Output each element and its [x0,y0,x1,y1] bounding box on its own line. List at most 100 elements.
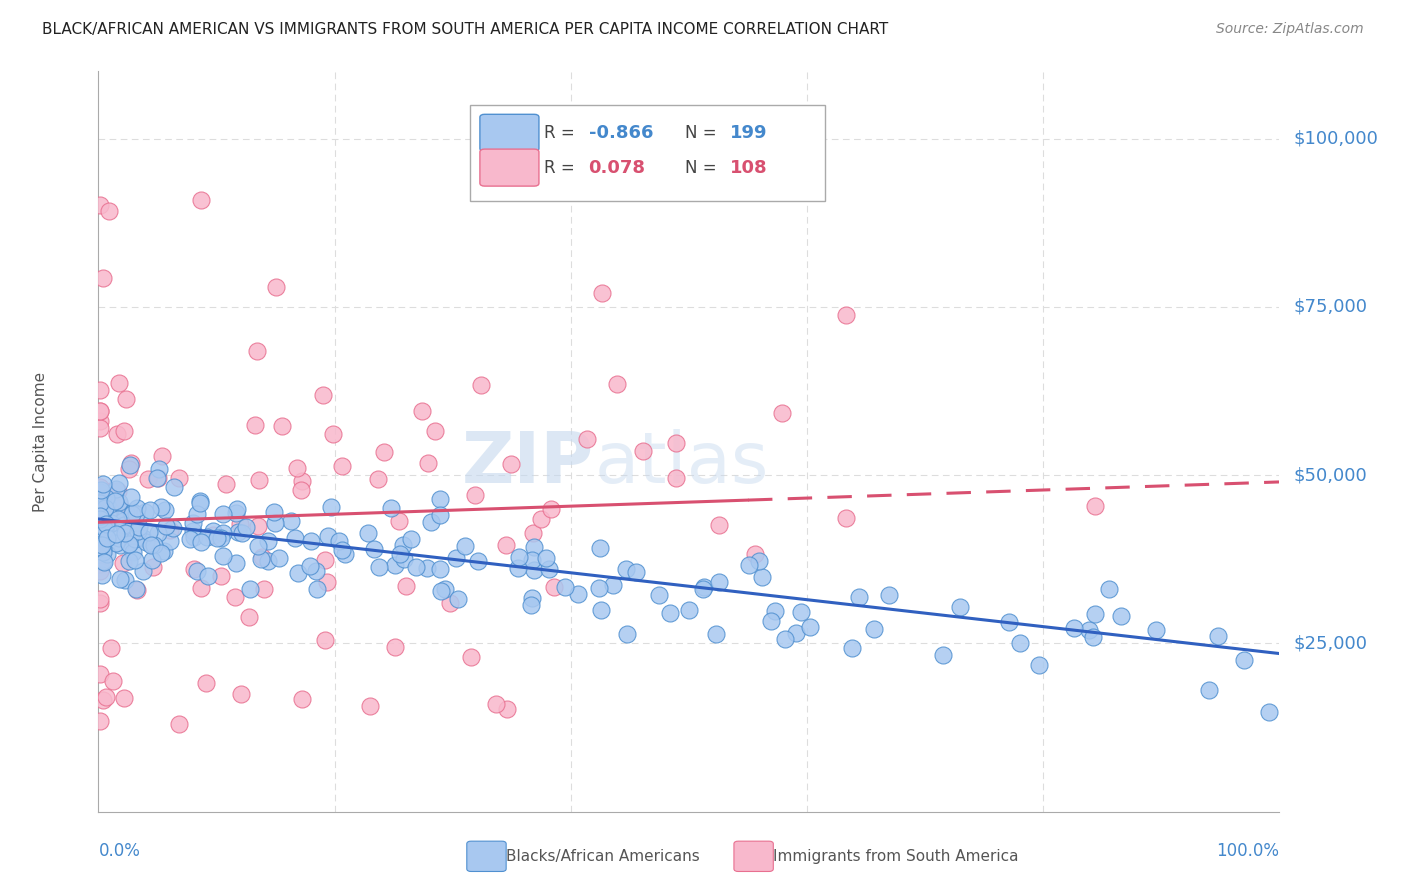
Point [108,573,131,587]
Point [387,514,409,528]
Point [96,547,118,561]
Point [194,676,217,690]
Point [270,418,292,433]
Point [118,554,141,568]
Point [134,505,156,519]
Point [416,457,439,471]
Point [508,550,530,565]
Point [841,640,863,655]
Point [148,471,170,485]
Point [100,516,122,530]
Point [153,503,176,517]
Point [146,471,169,485]
Point [108,531,131,545]
Point [139,503,162,517]
Point [330,458,353,473]
Point [495,538,517,552]
Point [229,516,252,531]
Point [163,479,186,493]
Point [89,485,111,500]
Point [506,561,529,575]
Text: N =: N = [685,124,723,142]
Point [540,502,562,516]
Point [877,589,900,603]
Point [389,548,412,562]
Point [89,421,111,435]
Point [91,554,114,568]
Point [96,536,118,550]
Point [118,458,141,473]
Point [761,614,783,628]
Point [89,512,111,526]
Point [100,483,122,498]
Point [614,562,637,576]
Point [104,508,127,522]
Point [235,520,257,534]
Point [692,582,714,596]
Point [124,532,146,546]
Point [190,581,212,595]
Point [94,516,117,531]
Point [108,538,131,552]
Text: R =: R = [544,124,579,142]
Point [89,595,111,609]
Point [1198,683,1220,698]
Point [249,473,271,487]
Point [91,568,114,582]
Point [246,519,269,533]
Point [648,588,671,602]
Point [446,592,468,607]
Point [299,533,322,548]
Point [425,425,447,439]
Point [142,560,165,574]
Point [124,553,146,567]
Point [90,506,112,520]
Point [136,471,159,485]
Point [835,511,858,525]
Point [89,383,111,397]
Point [93,533,115,547]
Point [93,545,115,559]
Text: Source: ZipAtlas.com: Source: ZipAtlas.com [1216,22,1364,37]
Point [101,674,124,689]
Point [932,648,955,663]
Point [589,603,612,617]
Point [485,698,508,712]
Point [665,471,688,485]
Point [114,526,136,541]
Point [312,388,335,402]
Point [89,520,111,534]
Point [211,507,233,521]
Point [405,559,427,574]
Point [245,417,267,432]
Text: Per Capita Income: Per Capita Income [32,371,48,512]
Point [373,445,395,459]
Point [91,511,114,525]
Point [104,523,127,537]
Point [263,505,285,519]
Point [104,494,127,508]
Point [167,717,190,731]
Point [135,534,157,549]
Point [159,523,181,537]
Point [188,494,211,508]
Point [536,550,558,565]
Point [678,603,700,617]
Point [89,557,111,571]
Point [120,534,142,549]
Point [94,690,117,705]
Point [335,547,357,561]
Point [143,538,166,552]
Point [89,521,111,535]
Point [89,591,111,606]
Point [631,444,654,458]
Point [225,501,247,516]
Point [120,456,142,470]
Point [107,376,129,391]
Point [411,404,433,418]
Point [202,527,225,541]
Point [89,414,111,428]
Point [89,508,111,523]
Point [394,552,416,566]
Point [291,475,314,489]
